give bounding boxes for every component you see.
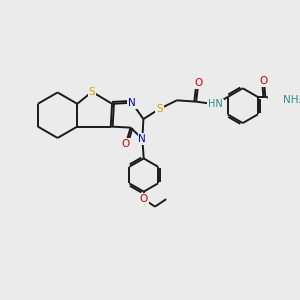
Text: O: O bbox=[194, 78, 202, 88]
Text: NH₂: NH₂ bbox=[283, 95, 300, 105]
Text: N: N bbox=[139, 134, 146, 144]
Text: O: O bbox=[260, 76, 268, 86]
Text: S: S bbox=[156, 104, 163, 114]
Text: S: S bbox=[89, 87, 95, 97]
Text: HN: HN bbox=[208, 99, 223, 109]
Text: N: N bbox=[128, 98, 136, 108]
Text: O: O bbox=[140, 194, 148, 204]
Text: O: O bbox=[122, 139, 130, 149]
